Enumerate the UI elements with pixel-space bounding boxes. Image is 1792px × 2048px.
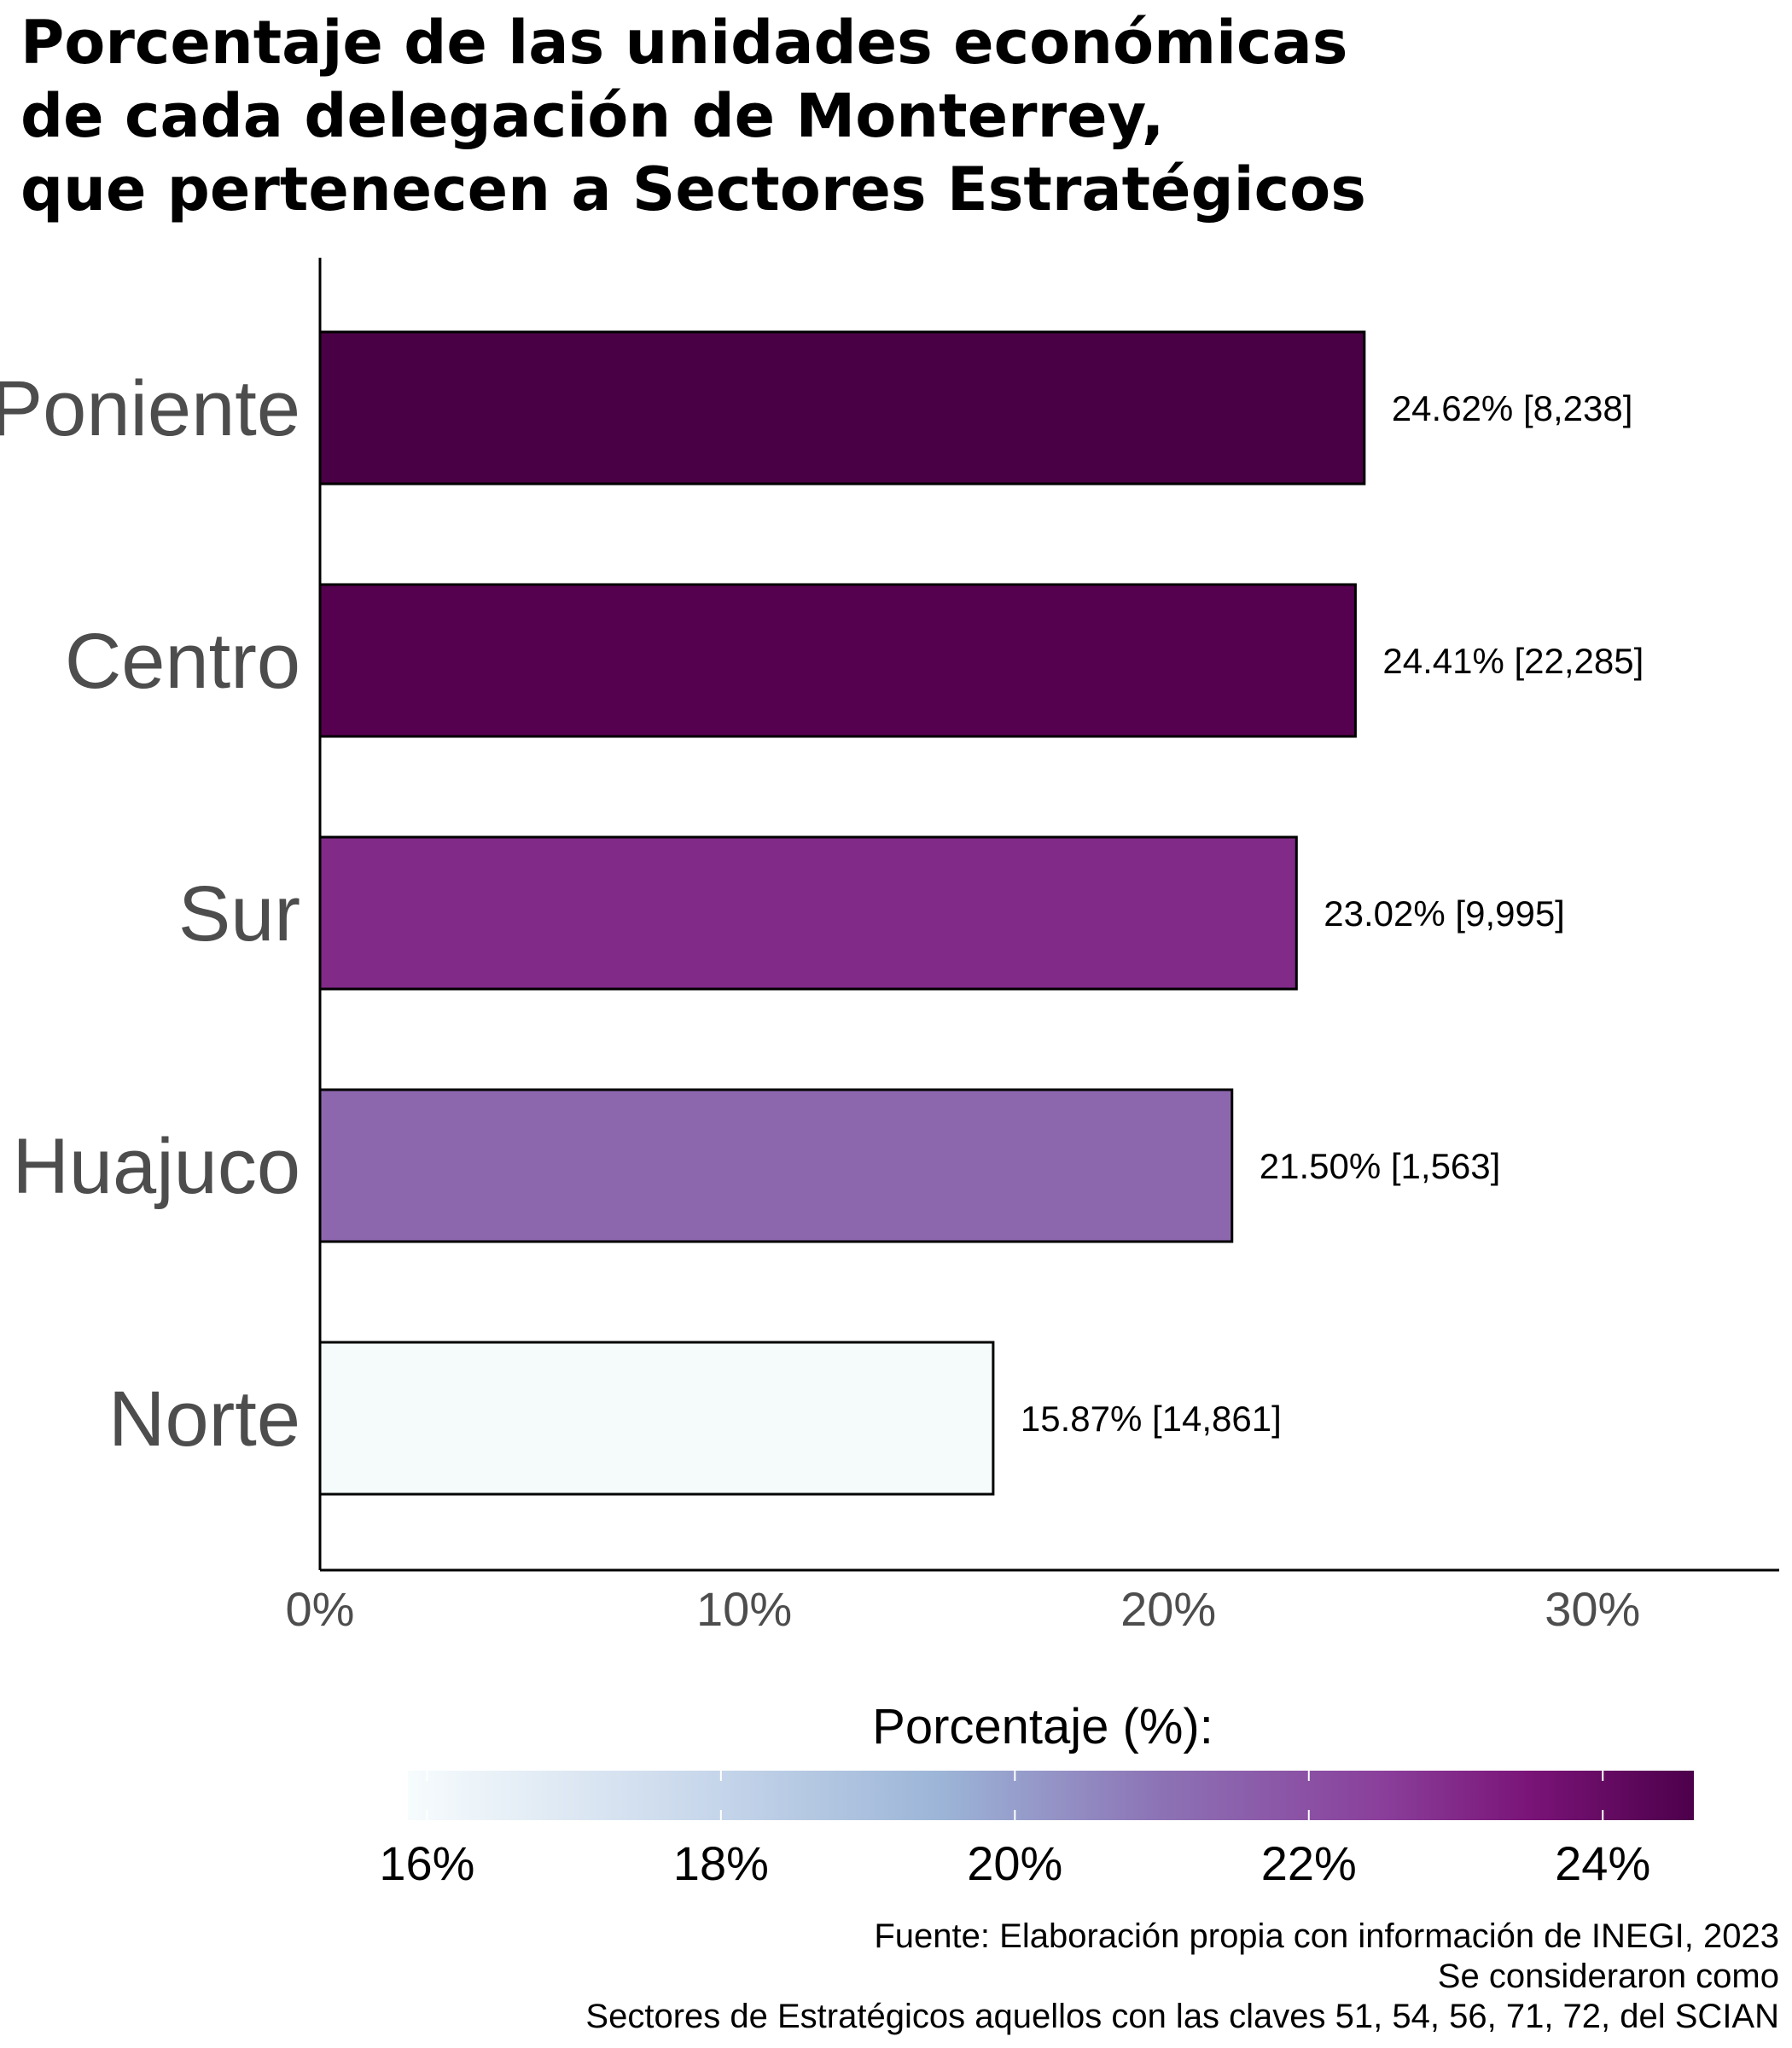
data-label-huajuco: 21.50% [1,563]: [1260, 1146, 1501, 1186]
title-line-3: que pertenecen a Sectores Estratégicos: [20, 154, 1366, 224]
legend-title: Porcentaje (%):: [872, 1699, 1213, 1754]
x-tick-label: 0%: [286, 1582, 355, 1636]
category-label-norte: Norte: [108, 1376, 300, 1463]
axes: [318, 258, 1779, 1572]
legend: Porcentaje (%): 16% 18% 20% 22% 24%: [379, 1699, 1694, 1890]
legend-tick-label: 22%: [1261, 1836, 1357, 1890]
bar-huajuco: [318, 1088, 1234, 1243]
chart-title: Porcentaje de las unidades económicasde …: [20, 8, 1366, 224]
data-label-norte: 15.87% [14,861]: [1021, 1399, 1282, 1439]
data-label-sur: 23.02% [9,995]: [1324, 893, 1565, 934]
caption-line-3: Sectores de Estratégicos aquellos con la…: [585, 1998, 1779, 2035]
title-line-1: Porcentaje de las unidades económicas: [20, 8, 1347, 78]
legend-ticks: 16% 18% 20% 22% 24%: [379, 1771, 1650, 1890]
caption-line-2: Se consideraron como: [1438, 1958, 1779, 1995]
x-tick-labels: 0% 10% 20% 30%: [286, 1582, 1641, 1636]
bar-centro: [318, 583, 1357, 738]
x-tick-label: 10%: [696, 1582, 792, 1636]
category-label-huajuco: Huajuco: [12, 1123, 300, 1210]
caption-line-1: Fuente: Elaboración propia con informaci…: [874, 1917, 1779, 1955]
legend-tick-label: 20%: [967, 1836, 1062, 1890]
legend-colorbar: [408, 1771, 1694, 1820]
bars: [318, 330, 1366, 1496]
category-label-centro: Centro: [65, 618, 300, 705]
bar-poniente: [318, 330, 1366, 486]
data-label-centro: 24.41% [22,285]: [1382, 641, 1644, 681]
category-labels: Poniente Centro Sur Huajuco Norte: [0, 365, 300, 1463]
caption: Fuente: Elaboración propia con informaci…: [585, 1917, 1779, 2035]
legend-tick-label: 18%: [673, 1836, 769, 1890]
category-label-sur: Sur: [178, 870, 300, 957]
legend-tick-label: 24%: [1555, 1836, 1650, 1890]
bar-norte: [318, 1341, 995, 1496]
data-labels: 24.62% [8,238] 24.41% [22,285] 23.02% [9,9…: [1021, 388, 1644, 1439]
title-line-2: de cada delegación de Monterrey,: [20, 81, 1164, 151]
category-label-poniente: Poniente: [0, 365, 300, 452]
x-tick-label: 30%: [1545, 1582, 1640, 1636]
x-tick-label: 20%: [1120, 1582, 1216, 1636]
legend-tick-label: 16%: [379, 1836, 474, 1890]
data-label-poniente: 24.62% [8,238]: [1392, 388, 1633, 428]
bar-sur: [318, 835, 1298, 991]
